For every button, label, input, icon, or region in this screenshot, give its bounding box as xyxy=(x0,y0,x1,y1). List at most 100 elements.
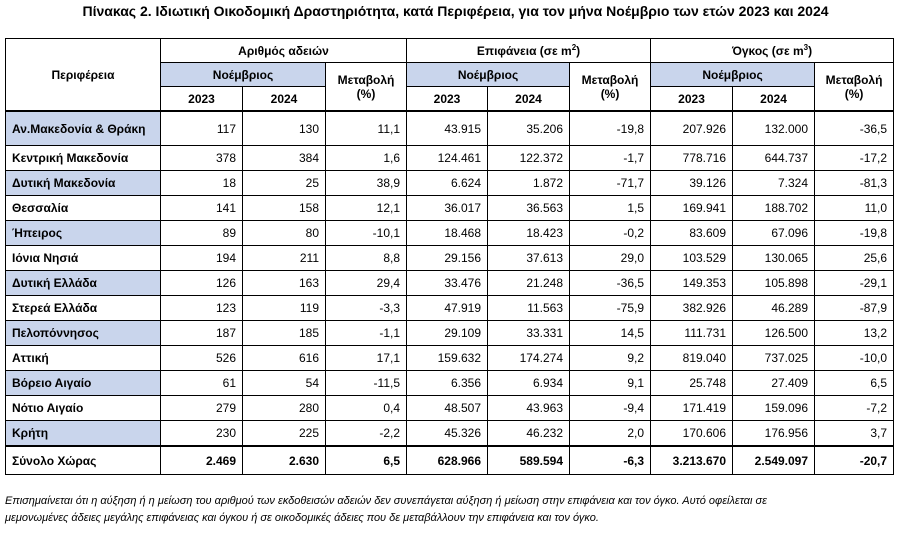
permits-2024-cell: 80 xyxy=(242,220,326,246)
region-name: Νότιο Αιγαίο xyxy=(5,395,161,421)
header-volume-month: Νοέμβριος xyxy=(650,62,816,87)
table-row: Πελοπόννησος 187 185 -1,1 29.109 33.331 14,5 11… xyxy=(5,320,895,346)
permits-2024-cell: 25 xyxy=(242,170,326,196)
area-change-cell: -36,5 xyxy=(569,270,652,296)
volume-change-cell: -20,7 xyxy=(814,445,895,475)
area-2023-cell: 47.919 xyxy=(406,295,489,321)
permits-2024-cell: 185 xyxy=(242,320,326,346)
header-permits-change: Μεταβολή (%) xyxy=(324,62,408,112)
area-2024-cell: 589.594 xyxy=(487,445,571,475)
permits-2023-cell: 2.469 xyxy=(160,445,243,475)
area-2024-cell: 122.372 xyxy=(487,145,571,171)
permits-2023-cell: 279 xyxy=(160,395,243,421)
area-change-cell: -19,8 xyxy=(569,110,652,146)
area-2024-cell: 18.423 xyxy=(487,220,571,246)
permits-2023-cell: 230 xyxy=(160,420,243,447)
header-area-2024: 2024 xyxy=(487,86,571,112)
volume-2023-cell: 171.419 xyxy=(650,395,734,421)
volume-2023-cell: 169.941 xyxy=(650,195,734,221)
area-2023-cell: 29.109 xyxy=(406,320,489,346)
statistics-table: Περιφέρεια Αριθμός αδειών Επιφάνεια (σε … xyxy=(5,38,895,475)
permits-2024-cell: 280 xyxy=(242,395,326,421)
permits-2024-cell: 211 xyxy=(242,245,326,271)
area-2023-cell: 29.156 xyxy=(406,245,489,271)
table-title: Πίνακας 2. Ιδιωτική Οικοδομική Δραστηριό… xyxy=(82,3,829,19)
total-row: Σύνολο Χώρας 2.469 2.630 6,5 628.966 589.594-… xyxy=(5,445,895,475)
permits-2024-cell: 163 xyxy=(242,270,326,296)
header-area-2023: 2023 xyxy=(406,86,489,112)
area-2024-cell: 35.206 xyxy=(487,110,571,146)
area-2023-cell: 33.476 xyxy=(406,270,489,296)
region-name: Ιόνια Νησιά xyxy=(5,245,161,271)
volume-2023-cell: 778.716 xyxy=(650,145,734,171)
volume-change-cell: -81,3 xyxy=(814,170,895,196)
area-change-cell: 14,5 xyxy=(569,320,652,346)
header-area: Επιφάνεια (σε m2) xyxy=(406,38,652,63)
permits-2024-cell: 2.630 xyxy=(242,445,326,475)
area-2023-cell: 6.356 xyxy=(406,370,489,396)
permits-2023-cell: 126 xyxy=(160,270,243,296)
area-2024-cell: 33.331 xyxy=(487,320,571,346)
volume-2023-cell: 149.353 xyxy=(650,270,734,296)
region-name: Αττική xyxy=(5,345,161,371)
volume-2024-cell: 188.702 xyxy=(732,195,816,221)
header-permits-2023: 2023 xyxy=(160,86,243,112)
area-2023-cell: 43.915 xyxy=(406,110,489,146)
table-row: Δυτική Ελλάδα 126 163 29,4 33.476 21.248 -36,5… xyxy=(5,270,895,296)
volume-2024-cell: 27.409 xyxy=(732,370,816,396)
volume-2023-cell: 819.040 xyxy=(650,345,734,371)
permits-2023-cell: 187 xyxy=(160,320,243,346)
area-2024-cell: 46.232 xyxy=(487,420,571,447)
area-2024-cell: 1.872 xyxy=(487,170,571,196)
volume-2023-cell: 103.529 xyxy=(650,245,734,271)
volume-change-cell: 11,0 xyxy=(814,195,895,221)
header-permits-month: Νοέμβριος xyxy=(160,62,326,87)
area-change-cell: 9,2 xyxy=(569,345,652,371)
area-change-cell: -9,4 xyxy=(569,395,652,421)
volume-2024-cell: 2.549.097 xyxy=(732,445,816,475)
permits-2023-cell: 89 xyxy=(160,220,243,246)
table-row: Αττική 526 616 17,1 159.632 174.274 9,2 819.040… xyxy=(5,345,895,371)
area-2023-cell: 628.966 xyxy=(406,445,489,475)
volume-change-cell: 13,2 xyxy=(814,320,895,346)
region-name: Πελοπόννησος xyxy=(5,320,161,346)
area-2024-cell: 36.563 xyxy=(487,195,571,221)
area-2023-cell: 36.017 xyxy=(406,195,489,221)
permits-change-cell: -2,2 xyxy=(324,420,408,447)
volume-2023-cell: 207.926 xyxy=(650,110,734,146)
header-volume: Όγκος (σε m3) xyxy=(650,38,895,63)
volume-2023-cell: 382.926 xyxy=(650,295,734,321)
permits-2024-cell: 119 xyxy=(242,295,326,321)
volume-2023-cell: 3.213.670 xyxy=(650,445,734,475)
volume-change-cell: 6,5 xyxy=(814,370,895,396)
permits-2023-cell: 378 xyxy=(160,145,243,171)
volume-change-cell: -10,0 xyxy=(814,345,895,371)
volume-change-cell: -87,9 xyxy=(814,295,895,321)
volume-2024-cell: 644.737 xyxy=(732,145,816,171)
permits-change-cell: -3,3 xyxy=(324,295,408,321)
area-2023-cell: 159.632 xyxy=(406,345,489,371)
region-name: Ήπειρος xyxy=(5,220,161,246)
permits-2024-cell: 616 xyxy=(242,345,326,371)
volume-2024-cell: 7.324 xyxy=(732,170,816,196)
permits-2023-cell: 526 xyxy=(160,345,243,371)
region-name: Δυτική Ελλάδα xyxy=(5,270,161,296)
permits-change-cell: -1,1 xyxy=(324,320,408,346)
permits-change-cell: 11,1 xyxy=(324,110,408,146)
permits-change-cell: 17,1 xyxy=(324,345,408,371)
region-name: Βόρειο Αιγαίο xyxy=(5,370,161,396)
permits-2023-cell: 141 xyxy=(160,195,243,221)
volume-change-cell: 25,6 xyxy=(814,245,895,271)
header-permits-2024: 2024 xyxy=(242,86,326,112)
volume-2024-cell: 737.025 xyxy=(732,345,816,371)
volume-2024-cell: 105.898 xyxy=(732,270,816,296)
region-name: Θεσσαλία xyxy=(5,195,161,221)
area-2023-cell: 45.326 xyxy=(406,420,489,447)
table-row: Κρήτη 230 225 -2,2 45.326 46.232 2,0 170.606 176… xyxy=(5,420,895,447)
permits-2023-cell: 194 xyxy=(160,245,243,271)
permits-2023-cell: 117 xyxy=(160,110,243,146)
area-2023-cell: 48.507 xyxy=(406,395,489,421)
permits-2024-cell: 225 xyxy=(242,420,326,447)
volume-change-cell: 3,7 xyxy=(814,420,895,447)
permits-change-cell: 0,4 xyxy=(324,395,408,421)
